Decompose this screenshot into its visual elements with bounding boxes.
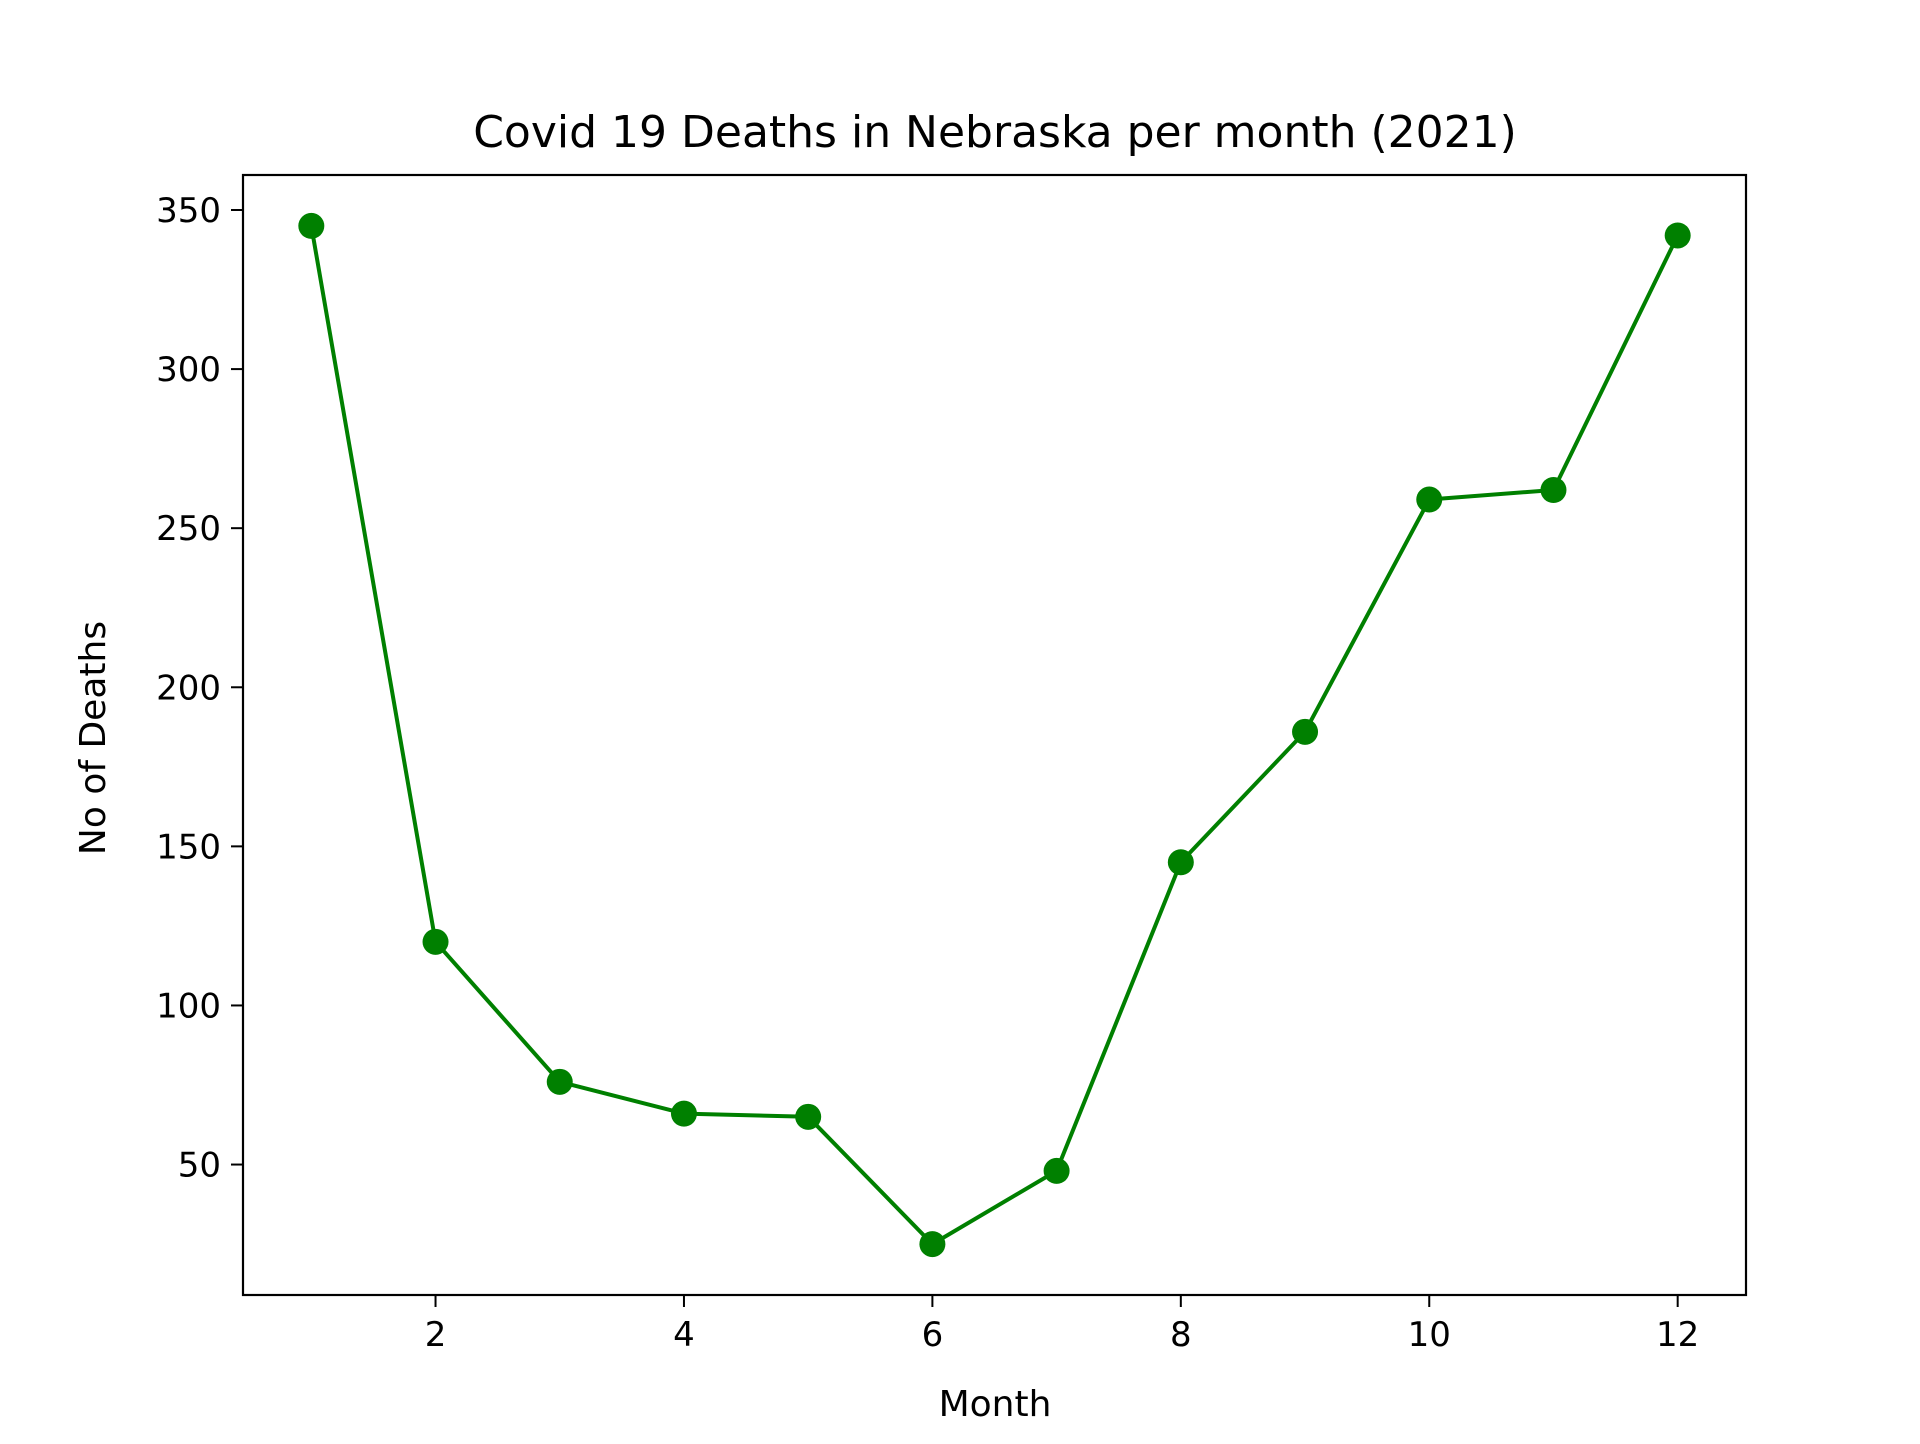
- data-point: [546, 1068, 573, 1095]
- series-layer: [298, 212, 1691, 1258]
- x-tick-label: 4: [673, 1315, 695, 1355]
- data-point: [298, 212, 325, 239]
- y-tick-label: 350: [156, 191, 221, 231]
- series-line: [309, 225, 1680, 1247]
- y-tick-label: 150: [156, 827, 221, 867]
- data-point: [795, 1103, 822, 1130]
- x-tick-label: 8: [1170, 1315, 1192, 1355]
- x-tick-label: 2: [425, 1315, 447, 1355]
- data-point: [1043, 1157, 1070, 1184]
- y-tick-label: 250: [156, 509, 221, 549]
- x-tick-label: 6: [922, 1315, 944, 1355]
- y-tick-label: 300: [156, 350, 221, 390]
- y-tick-label: 100: [156, 986, 221, 1026]
- plot-frame: [241, 173, 1748, 1297]
- data-point: [1540, 477, 1567, 503]
- y-axis-label: No of Deaths: [73, 621, 114, 855]
- y-tick-label: 50: [178, 1146, 221, 1186]
- data-point: [422, 928, 449, 955]
- x-tick-label: 10: [1408, 1315, 1451, 1355]
- data-point: [1664, 222, 1691, 249]
- chart-title: Covid 19 Deaths in Nebraska per month (2…: [473, 107, 1517, 158]
- data-point: [919, 1231, 946, 1258]
- data-point: [670, 1100, 697, 1127]
- x-axis-label: Month: [939, 1384, 1052, 1425]
- x-tick-label: 12: [1656, 1315, 1699, 1355]
- y-axis: 50 100 150 200 250 300 350: [156, 191, 243, 1186]
- data-point: [1416, 486, 1443, 513]
- data-point: [1292, 718, 1319, 745]
- plot-area: [241, 173, 1748, 1297]
- data-point: [1167, 849, 1194, 876]
- y-tick-label: 200: [156, 668, 221, 708]
- x-axis: 2 4 6 8 10 12: [425, 1295, 1699, 1355]
